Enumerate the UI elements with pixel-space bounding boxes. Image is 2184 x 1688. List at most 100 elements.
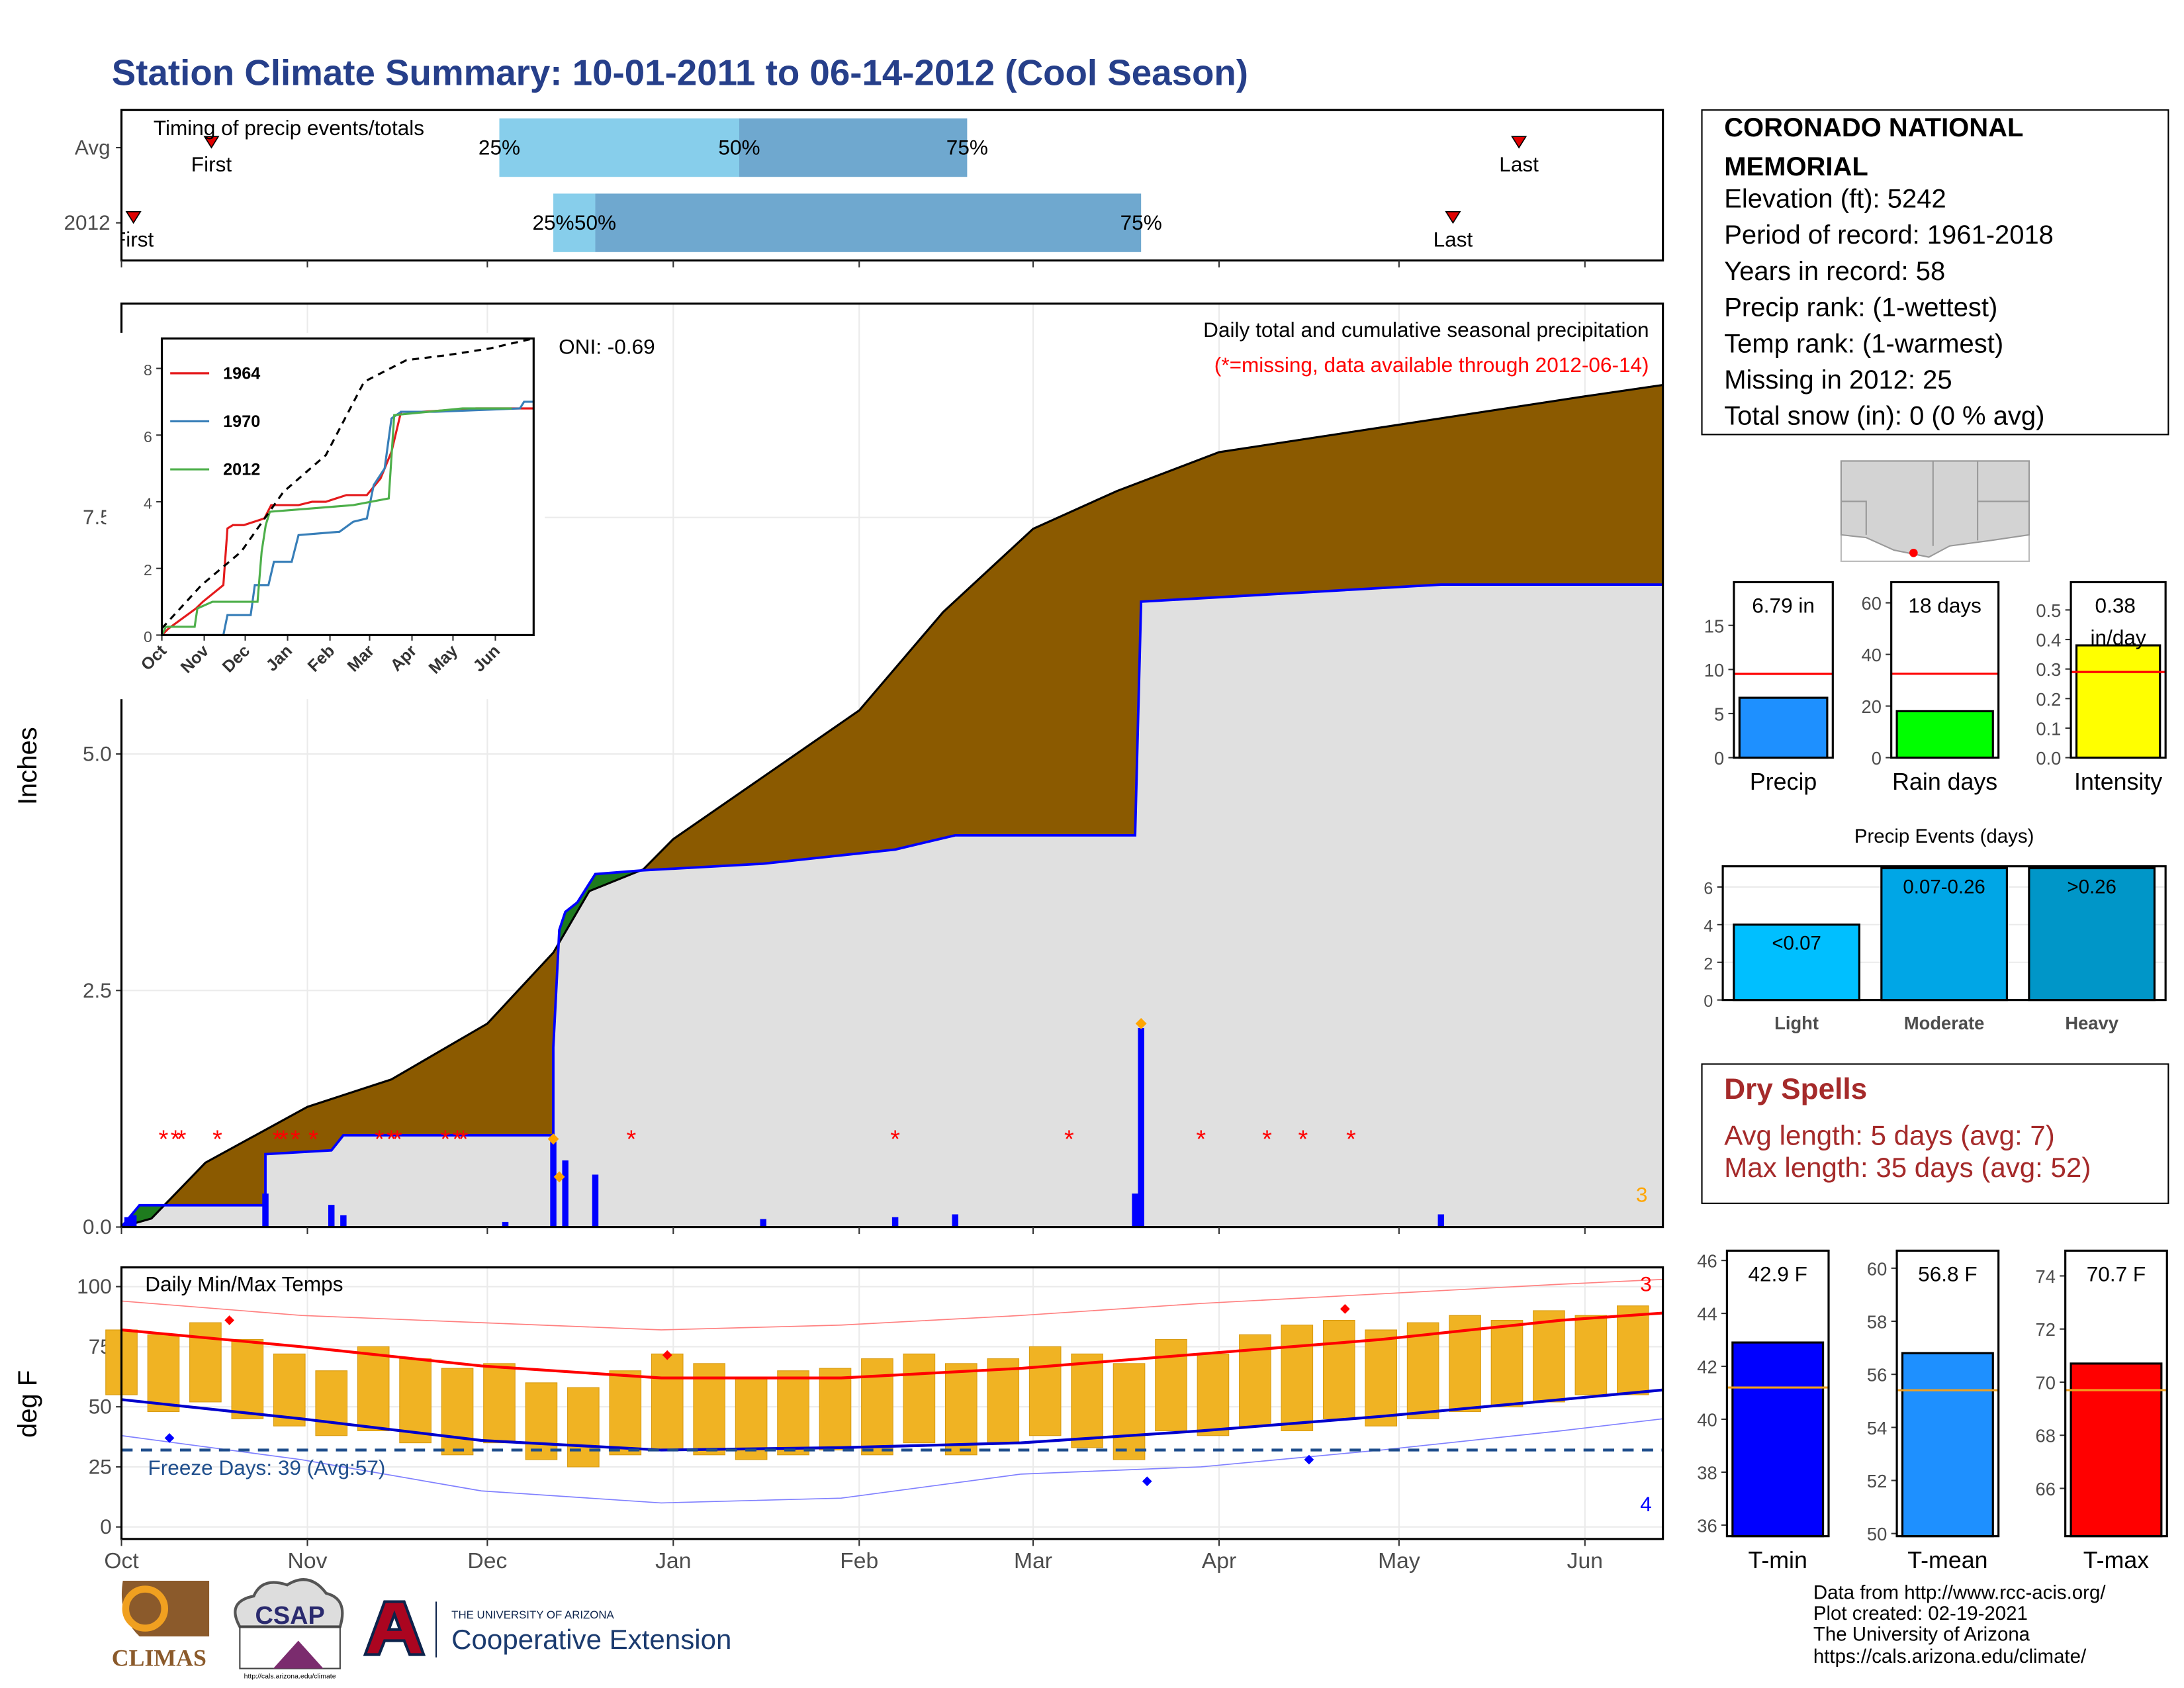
x-tick-label: Oct xyxy=(104,1549,139,1573)
y-tick-label: 6 xyxy=(1704,879,1713,898)
y-tick-label: 15 xyxy=(1704,616,1724,636)
y-tick-label: 6 xyxy=(144,428,152,445)
daily-bar xyxy=(891,1217,899,1228)
temp-range-bar xyxy=(987,1358,1020,1444)
missing-marker: * xyxy=(392,1126,402,1154)
missing-marker: * xyxy=(212,1126,222,1154)
y-tick-label: 2 xyxy=(144,561,152,579)
bar xyxy=(1731,1341,1825,1538)
category-label: T-max xyxy=(2083,1547,2149,1573)
max-marker xyxy=(553,1171,565,1183)
y-tick-label: 5 xyxy=(1714,704,1724,724)
temp-range-bar xyxy=(1197,1353,1230,1436)
quantile-label: 75% xyxy=(946,136,988,160)
value-label: 0.38 in/day xyxy=(2091,594,2146,649)
plot-border xyxy=(1721,865,2167,1002)
row-label: Avg xyxy=(75,136,111,160)
station-line: Period of record: 1961-2018 xyxy=(1724,220,2054,250)
event-marker xyxy=(1445,211,1461,224)
temp-range-bar xyxy=(1113,1363,1146,1460)
missing-marker: * xyxy=(375,1126,385,1154)
temp-range-bar xyxy=(1071,1353,1103,1448)
y-tick-label: 68 xyxy=(2036,1426,2056,1446)
daily-bar xyxy=(760,1219,766,1228)
missing-marker: * xyxy=(177,1126,187,1154)
state-border xyxy=(1841,461,2029,546)
bin-label: 0.07-0.26 xyxy=(1903,876,1985,898)
temp-range-bar xyxy=(483,1363,516,1444)
missing-marker: * xyxy=(1262,1126,1272,1154)
y-tick-label: 4 xyxy=(1704,917,1713,935)
y-tick-label: 2.5 xyxy=(83,978,112,1002)
y-tick-label: 60 xyxy=(1867,1258,1887,1279)
y-tick-label: 40 xyxy=(1862,645,1882,665)
missing-marker: * xyxy=(273,1126,283,1154)
category-label: Light xyxy=(1774,1013,1819,1033)
temp-range-bar xyxy=(147,1334,180,1412)
quantile-label: 50% xyxy=(574,211,616,234)
y-tick-label: 0 xyxy=(100,1515,112,1538)
y-tick-label: 0.4 xyxy=(2036,630,2061,651)
legend-label: 1970 xyxy=(223,412,260,431)
quantile-label: 75% xyxy=(1120,211,1162,234)
top-label: 3 xyxy=(1640,1272,1652,1295)
oni: ONI: -0.69 xyxy=(559,334,655,358)
daily-bar xyxy=(340,1215,347,1228)
inset-line xyxy=(161,337,534,630)
y-tick-label: 8 xyxy=(144,361,152,379)
daily-bar xyxy=(1437,1214,1445,1228)
temp-range-bar xyxy=(1406,1322,1439,1419)
y-tick-label: 40 xyxy=(1697,1410,1717,1430)
missing-marker: * xyxy=(279,1126,289,1154)
missing-marker: * xyxy=(159,1126,169,1154)
bin-label: <0.07 xyxy=(1772,933,1821,955)
temp-range-bar xyxy=(189,1322,222,1403)
record-marker xyxy=(1340,1304,1350,1314)
y-tick-label: 70 xyxy=(2036,1372,2056,1393)
row-label: 2012 xyxy=(64,211,111,234)
y-tick-label: 0 xyxy=(144,628,152,645)
y-tick-label: 52 xyxy=(1867,1471,1887,1491)
station-line: Precip rank: (1-wettest) xyxy=(1724,293,1997,322)
category-label: Moderate xyxy=(1904,1013,1985,1033)
location-map xyxy=(1840,460,2030,562)
legend-label: 1964 xyxy=(223,364,260,383)
station-line: Elevation (ft): 5242 xyxy=(1724,184,1946,213)
y-tick-label: 42 xyxy=(1697,1357,1717,1378)
plot-border xyxy=(120,1266,1664,1540)
temp-line xyxy=(121,1311,1663,1380)
precip-note: (*=missing, data available through 2012-… xyxy=(1214,353,1649,377)
temp-range-bar xyxy=(1155,1338,1187,1432)
value-label-part: in/day xyxy=(2091,626,2146,649)
temp-range-bar xyxy=(1322,1319,1355,1419)
bar xyxy=(1733,923,1860,1002)
plot-border xyxy=(120,109,1664,262)
y-tick-label: 0.3 xyxy=(2036,659,2061,680)
dry-spells-line: Max length: 35 days (avg: 52) xyxy=(1724,1152,2091,1183)
event-marker xyxy=(1511,136,1527,149)
bottom-label: 4 xyxy=(1640,1492,1652,1516)
below-area xyxy=(121,585,1663,1227)
temp-line xyxy=(121,1388,1663,1452)
temp-range-bar xyxy=(273,1353,306,1427)
y-tick-label: 36 xyxy=(1697,1515,1717,1536)
max-marker xyxy=(1135,1017,1147,1029)
page-title: Station Climate Summary: 10-01-2011 to 0… xyxy=(112,52,1248,93)
y-tick-label: 0.2 xyxy=(2036,689,2061,710)
bar xyxy=(1738,696,1829,759)
bar xyxy=(2028,867,2156,1002)
category-label: Rain days xyxy=(1892,769,1997,795)
category-label: Heavy xyxy=(2065,1013,2118,1033)
annotations: Station Climate Summary: 10-01-2011 to 0… xyxy=(13,52,2169,1680)
max-marker xyxy=(547,1133,559,1145)
value-label: 56.8 F xyxy=(1918,1262,1977,1286)
daily-bar xyxy=(592,1174,599,1228)
y-tick-label: 58 xyxy=(1867,1312,1887,1333)
temp-range-bar xyxy=(315,1370,348,1436)
daily-bar xyxy=(952,1214,958,1228)
quantile-label: 50% xyxy=(718,136,760,160)
bin-label: >0.26 xyxy=(2067,876,2116,898)
quantile-bar xyxy=(739,118,968,177)
plot-border xyxy=(2064,1249,2168,1538)
plot-border xyxy=(1733,581,1834,759)
